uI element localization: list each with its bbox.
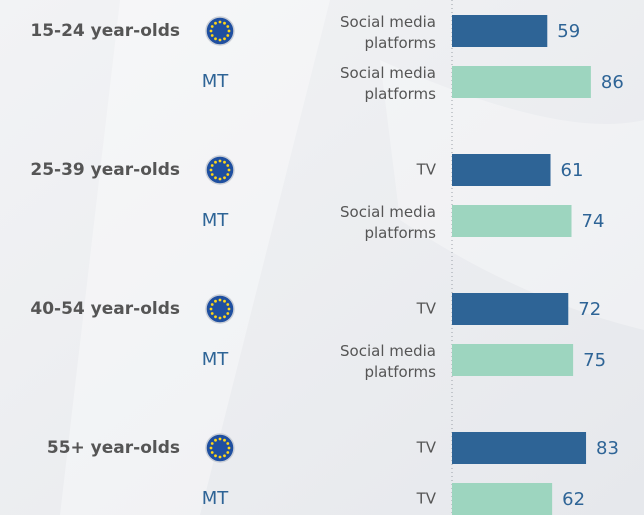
value-label: 62	[562, 489, 585, 510]
bar	[452, 344, 574, 376]
eu-flag-star	[210, 164, 214, 167]
eu-flag-star	[210, 451, 214, 454]
eu-flag-star	[210, 173, 214, 176]
eu-flag-star	[226, 164, 230, 167]
value-label: 74	[582, 211, 605, 232]
eu-flag	[205, 433, 235, 463]
age-group-label: 25-39 year-olds	[30, 160, 180, 180]
eu-flag-star	[223, 37, 226, 41]
age-group-label: 40-54 year-olds	[30, 299, 180, 319]
bar	[452, 483, 553, 515]
eu-flag-star	[226, 173, 230, 176]
eu-flag-star	[218, 298, 222, 302]
media-label: Social media platforms	[340, 13, 436, 52]
media-label: Social media platforms	[340, 342, 436, 381]
eu-flag-star	[223, 21, 226, 25]
region-label: MT	[202, 349, 230, 370]
eu-flag-star	[223, 315, 226, 319]
media-label: Social media platforms	[340, 64, 436, 103]
eu-flag	[205, 16, 235, 46]
age-group-label: 55+ year-olds	[47, 438, 180, 458]
bar	[452, 293, 569, 325]
eu-flag-star	[209, 29, 213, 33]
eu-flag-star	[223, 160, 226, 164]
value-label: 59	[557, 21, 580, 42]
eu-flag	[205, 294, 235, 324]
eu-flag-star	[214, 438, 217, 442]
eu-flag-star	[214, 176, 217, 180]
eu-flag-star	[227, 446, 231, 450]
eu-flag-star	[218, 159, 222, 163]
media-label: TV	[416, 490, 437, 508]
eu-flag-star	[210, 25, 214, 28]
background-shape	[60, 0, 330, 515]
eu-flag-star	[214, 21, 217, 25]
eu-flag-star	[209, 168, 213, 172]
bar	[452, 66, 591, 98]
eu-flag-star	[226, 25, 230, 28]
eu-flag-star	[226, 451, 230, 454]
eu-flag-star	[218, 437, 222, 441]
media-label: Social media platforms	[340, 203, 436, 242]
value-label: 83	[596, 438, 619, 459]
age-group-label: 15-24 year-olds	[30, 21, 180, 41]
eu-flag-star	[223, 299, 226, 303]
eu-flag-star	[214, 37, 217, 41]
eu-flag-star	[223, 176, 226, 180]
region-label: MT	[202, 71, 230, 92]
eu-flag-star	[218, 316, 222, 320]
eu-flag-star	[214, 315, 217, 319]
region-label: MT	[202, 488, 230, 509]
eu-flag-star	[210, 34, 214, 37]
eu-flag-star	[227, 168, 231, 172]
eu-flag-star	[218, 20, 222, 24]
eu-flag-star	[209, 446, 213, 450]
value-label: 86	[601, 72, 624, 93]
eu-flag-star	[226, 303, 230, 306]
eu-flag-star	[214, 160, 217, 164]
eu-flag-star	[214, 299, 217, 303]
value-label: 75	[583, 350, 606, 371]
eu-flag-star	[226, 442, 230, 445]
value-label: 61	[561, 160, 584, 181]
media-label: TV	[416, 439, 437, 457]
bar	[452, 205, 572, 237]
eu-flag-star	[210, 442, 214, 445]
eu-flag-star	[218, 38, 222, 42]
eu-flag	[205, 155, 235, 185]
eu-flag-star	[223, 454, 226, 458]
eu-flag-star	[223, 438, 226, 442]
eu-flag-star	[209, 307, 213, 311]
value-label: 72	[578, 299, 601, 320]
media-label: TV	[416, 300, 437, 318]
bar	[452, 15, 548, 47]
eu-flag-star	[210, 312, 214, 315]
eu-flag-star	[210, 303, 214, 306]
media-label: TV	[416, 161, 437, 179]
eu-flag-star	[227, 307, 231, 311]
background-shape	[380, 60, 644, 330]
eu-flag-star	[218, 455, 222, 459]
eu-flag-star	[218, 177, 222, 181]
bar	[452, 154, 551, 186]
bar	[452, 432, 587, 464]
eu-flag-star	[214, 454, 217, 458]
eu-flag-star	[226, 312, 230, 315]
region-label: MT	[202, 210, 230, 231]
eu-flag-star	[227, 29, 231, 33]
eu-flag-star	[226, 34, 230, 37]
